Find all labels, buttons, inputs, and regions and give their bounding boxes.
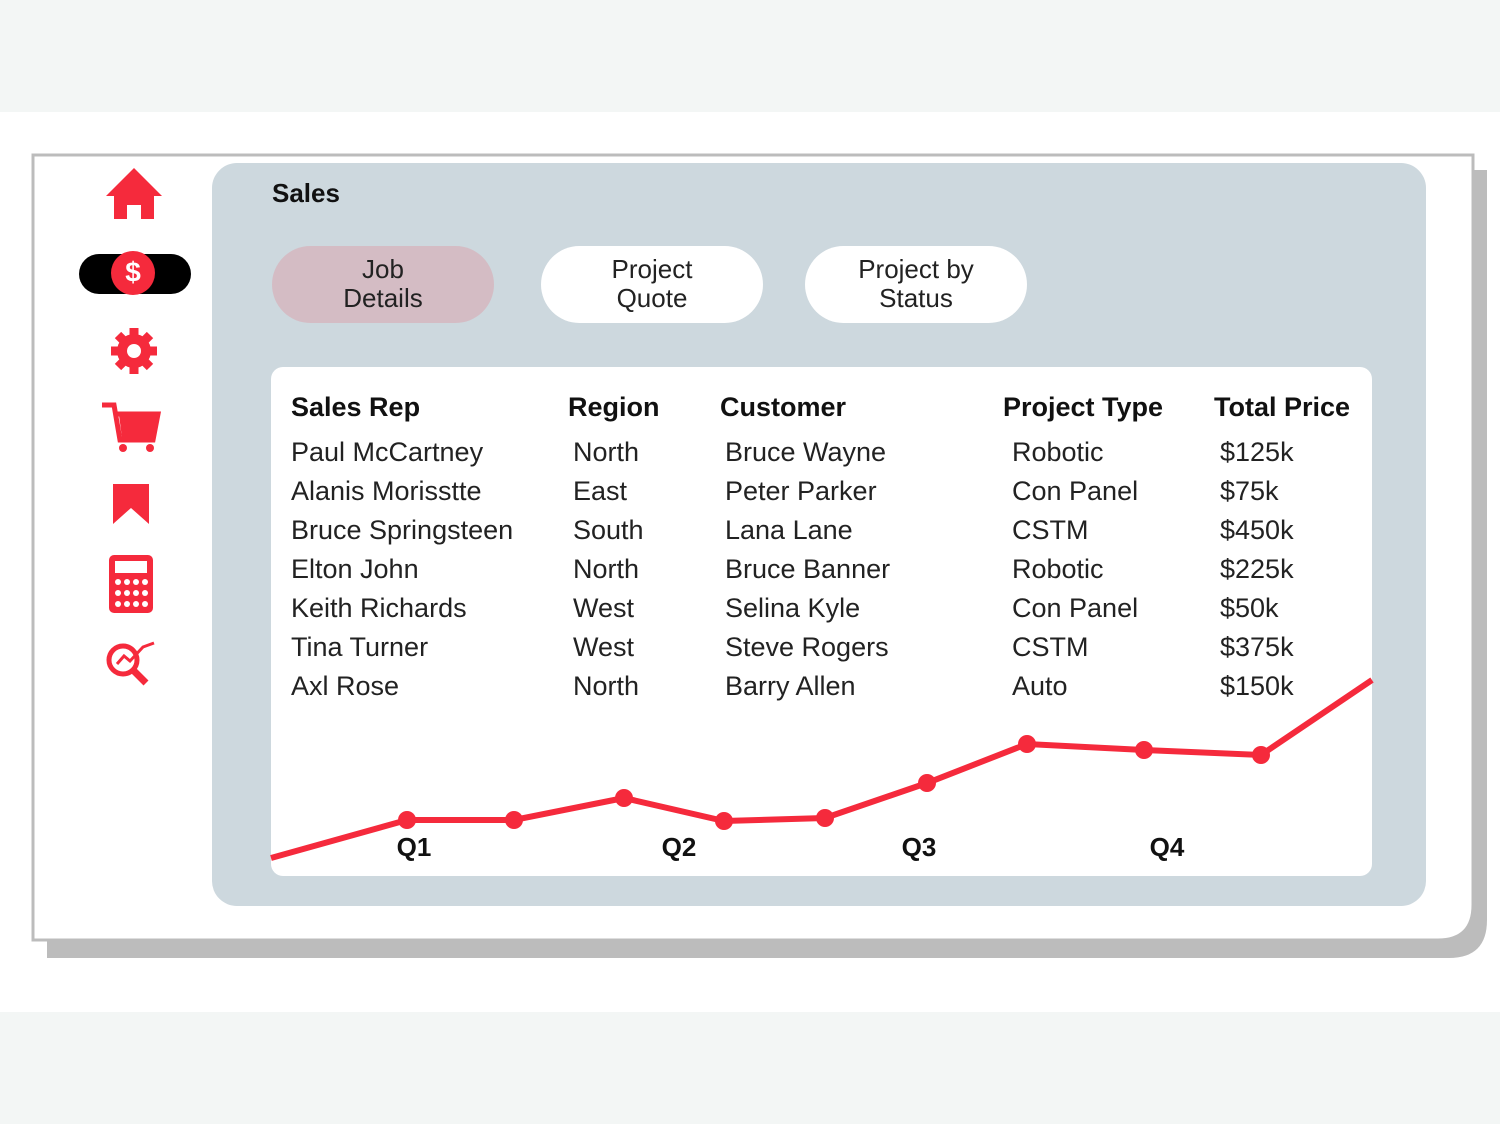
quarter-label: Q2 xyxy=(662,832,697,862)
calculator-icon[interactable] xyxy=(109,555,153,613)
tab-label: Project by xyxy=(858,254,974,284)
column-header: Sales Rep xyxy=(291,392,420,422)
tab[interactable] xyxy=(272,246,494,323)
table-cell: $50k xyxy=(1220,593,1279,623)
table-cell: Barry Allen xyxy=(725,671,856,701)
column-header: Project Type xyxy=(1003,392,1163,422)
table-cell: Lana Lane xyxy=(725,515,853,545)
table-cell: Robotic xyxy=(1012,437,1104,467)
top-band xyxy=(0,0,1500,112)
table-cell: North xyxy=(573,554,639,584)
table-cell: Bruce Banner xyxy=(725,554,890,584)
tab-label: Job xyxy=(362,254,404,284)
sales-icon-glyph: $ xyxy=(125,256,141,287)
page-title: Sales xyxy=(272,178,340,208)
table-cell: $150k xyxy=(1220,671,1294,701)
tab[interactable] xyxy=(805,246,1027,323)
table-cell: $450k xyxy=(1220,515,1294,545)
quarter-label: Q3 xyxy=(902,832,937,862)
settings-icon[interactable] xyxy=(111,328,157,374)
sidebar: $ xyxy=(79,168,191,686)
analytics-icon[interactable] xyxy=(106,641,155,686)
table-cell: North xyxy=(573,437,639,467)
bottom-band xyxy=(0,1012,1500,1124)
table-cell: Bruce Wayne xyxy=(725,437,886,467)
tab-label: Status xyxy=(879,283,953,313)
table-cell: $375k xyxy=(1220,632,1294,662)
table-cell: Alanis Morisstte xyxy=(291,476,482,506)
column-header: Total Price xyxy=(1214,392,1350,422)
table-cell: Peter Parker xyxy=(725,476,877,506)
table-cell: Tina Turner xyxy=(291,632,428,662)
tab-label: Quote xyxy=(617,283,688,313)
table-cell: $125k xyxy=(1220,437,1294,467)
table-cell: Con Panel xyxy=(1012,593,1138,623)
table-cell: Bruce Springsteen xyxy=(291,515,513,545)
sales-icon[interactable] xyxy=(111,251,155,295)
quarter-label: Q4 xyxy=(1150,832,1185,862)
table-cell: West xyxy=(573,632,635,662)
table-cell: Selina Kyle xyxy=(725,593,860,623)
table-cell: Paul McCartney xyxy=(291,437,484,467)
table-cell: CSTM xyxy=(1012,632,1089,662)
table-cell: North xyxy=(573,671,639,701)
bookmark-icon[interactable] xyxy=(113,484,149,524)
table-cell: Steve Rogers xyxy=(725,632,889,662)
quarter-label: Q1 xyxy=(397,832,432,862)
table-cell: $75k xyxy=(1220,476,1279,506)
cart-icon[interactable] xyxy=(102,402,162,452)
table-cell: Axl Rose xyxy=(291,671,399,701)
table-cell: CSTM xyxy=(1012,515,1089,545)
trend-dots xyxy=(398,735,1270,830)
table-cell: Auto xyxy=(1012,671,1068,701)
table-cell: East xyxy=(573,476,628,506)
tab[interactable] xyxy=(541,246,763,323)
table-cell: Robotic xyxy=(1012,554,1104,584)
table-cell: West xyxy=(573,593,635,623)
column-header: Region xyxy=(568,392,660,422)
column-header: Customer xyxy=(720,392,847,422)
tab-label: Details xyxy=(343,283,422,313)
table-cell: Elton John xyxy=(291,554,419,584)
table-cell: $225k xyxy=(1220,554,1294,584)
home-icon[interactable] xyxy=(106,168,162,219)
table-cell: Con Panel xyxy=(1012,476,1138,506)
table-cell: South xyxy=(573,515,644,545)
tab-label: Project xyxy=(612,254,694,284)
table-cell: Keith Richards xyxy=(291,593,467,623)
